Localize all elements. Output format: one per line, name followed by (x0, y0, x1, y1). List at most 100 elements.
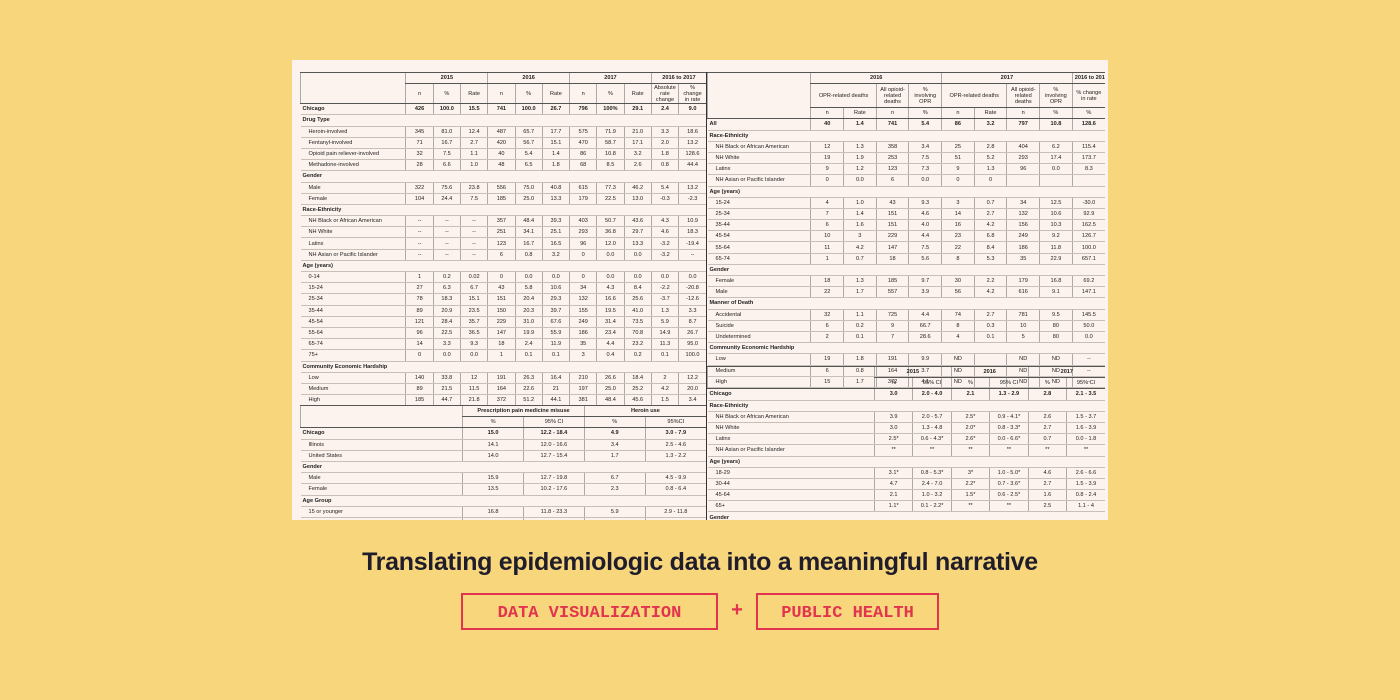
table-cell: 657.1 (1071, 253, 1105, 265)
row-label: NH White (300, 226, 406, 239)
table-cell: 15.1 (541, 137, 570, 149)
table-row: Low 140 33.8 12 191 26.3 16.4 210 26.6 18.4 2 12.2 (300, 372, 706, 384)
table-cell: 0.6 - 4.3* (912, 433, 952, 446)
table-cell: -3.2 (650, 237, 679, 250)
table-cell: 44.4 (678, 159, 706, 172)
table-cell: ** (950, 500, 990, 513)
table-cell: 151 (487, 293, 516, 306)
column-header: 2016 (487, 72, 570, 85)
row-label: Illinois (300, 439, 463, 451)
table-row: 65+ 1.1* 0.1 - 2.2* ** ** 2.5 1.1 - 4 (707, 500, 1105, 513)
table-cell: 0.0 (1039, 163, 1073, 176)
table-cell: 9.1 (1039, 286, 1073, 299)
table-cell: 251 (487, 226, 516, 239)
section-label: Race-Ethnicity (707, 130, 1105, 142)
column-header: 95%CI (644, 416, 706, 429)
plus-sign: + (730, 600, 743, 623)
row-label: Medium (300, 383, 406, 396)
table-cell: 5.3 (973, 253, 1007, 265)
table-cell: 4.4 (908, 230, 942, 243)
table-cell: 191 (487, 372, 516, 384)
header-row: % 95% CI% 95% CI% 95% CI (708, 377, 1105, 390)
table-cell: 3.0 (873, 388, 913, 401)
table-cell: 14.0 (462, 450, 524, 462)
table-cell: 71.9 (596, 126, 625, 138)
table-cell: 2.1 - 6.6 (644, 517, 706, 520)
table-row: 65-74 14 3.3 9.3 18 2.4 11.9 35 4.4 23.2 11.3 95.0 (300, 338, 706, 351)
table-cell: 56 (941, 286, 975, 299)
table-cell: 15.9 (462, 472, 524, 485)
table-cell: 164 (487, 383, 516, 396)
table-cell: 22.5 (596, 193, 625, 205)
table-cell: 404 (1006, 141, 1040, 153)
table-cell: 781 (1006, 309, 1040, 321)
table-cell: 2.1 (950, 388, 990, 401)
table-row: Latinx 2.5* 0.6 - 4.3* 2.6* 0.0 - 6.6* 0.7 0.0… (707, 433, 1105, 446)
table-cell: 186 (569, 327, 597, 340)
table-cell: 58.7 (596, 137, 625, 149)
table-cell: -- (678, 249, 706, 261)
table-cell: 186 (1006, 241, 1040, 254)
header-row: 2015 2016 2017 (707, 366, 1105, 390)
table-cell: 12 (459, 372, 488, 384)
table-cell: 11.5 (459, 383, 488, 396)
table-cell: 10.6 (541, 282, 570, 295)
row-label: Low (300, 372, 406, 384)
table-cell: 6 (875, 174, 909, 187)
table-cell: 74 (941, 309, 975, 321)
column-header: % (596, 83, 625, 105)
column-header: Rate (623, 83, 652, 105)
column-header: 2017 (1027, 366, 1105, 379)
table-cell: ND (1039, 353, 1073, 366)
column-header: All opioid-related deaths (1006, 83, 1040, 109)
table-cell: 3.9 (873, 411, 913, 423)
row-label: Chicago (300, 427, 463, 440)
column-header: 2016 (950, 366, 1029, 379)
row-label: Undetermined (707, 331, 811, 344)
table-cell: 5.8 (514, 282, 543, 295)
table-cell: 26.3 (514, 372, 543, 384)
column-header: 2017 (569, 72, 652, 85)
table-cell: 32 (405, 148, 434, 161)
row-label: Chicago (707, 388, 875, 401)
section-label: Age (years) (707, 456, 1105, 468)
table-cell: 2.7 (459, 137, 488, 149)
table-cell: 5.9 (583, 506, 646, 518)
table-row: 16 or 1713.410.5 - 17.13.72.1 - 6.6 (300, 517, 706, 520)
table-cell (1006, 174, 1040, 187)
corner-cell (300, 72, 406, 105)
table-cell: 16.8 (1039, 275, 1073, 288)
table-row: Latinx -- -- -- 123 16.7 16.5 96 12.0 13.3 -3.2 -19… (300, 237, 706, 250)
table-cell: 100.0 (432, 103, 461, 116)
table-cell: 0 (810, 174, 844, 187)
table-cell: 2.4 - 7.0 (912, 478, 952, 491)
column-header: % (583, 416, 646, 429)
table-cell: 8.4 (973, 241, 1007, 254)
table-cell: 25.2 (623, 383, 652, 396)
table-cell (1039, 174, 1073, 187)
table-cell: -- (432, 226, 461, 239)
table-cell: -12.6 (678, 293, 706, 306)
table-cell: 2 (650, 372, 679, 384)
table-cell: -2.3 (678, 193, 706, 205)
table-cell: 48 (487, 159, 516, 172)
row-label: NH White (707, 422, 875, 435)
row-label: Female (300, 483, 463, 496)
table-cell: 1.9 (843, 152, 877, 165)
tag: DATA VISUALIZATION (461, 593, 718, 630)
table-cell: 86 (941, 118, 975, 131)
table-cell: -3.7 (650, 293, 679, 306)
row-label: 25-34 (707, 208, 811, 221)
column-header: n (405, 83, 434, 105)
table-cell: 0.7 (1027, 433, 1067, 446)
row-label: 15-24 (707, 197, 811, 209)
table-cell: 66.7 (908, 320, 942, 332)
table-cell: 293 (569, 226, 597, 239)
table-cell: 17.7 (541, 126, 570, 138)
table-cell: 0.7 (973, 197, 1007, 209)
table-cell: -- (459, 215, 488, 228)
column-header: % involving OPR (908, 83, 942, 109)
row-label: Male (300, 472, 463, 485)
table-row: Low 19 1.8 191 9.9 ND ND ND -- (707, 353, 1105, 366)
row-label: 0-14 (300, 271, 406, 284)
